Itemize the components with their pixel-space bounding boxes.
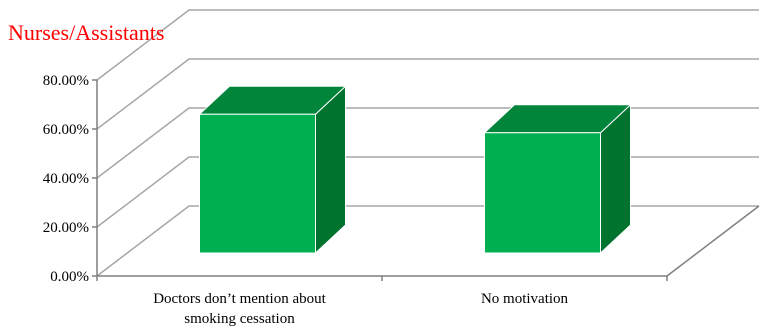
y-tick-label: 20.00% <box>43 220 89 236</box>
bar-front <box>484 132 601 254</box>
gridline-40 <box>96 107 759 179</box>
x-category-label-line: smoking cessation <box>184 311 295 327</box>
floor-right-edge <box>666 205 760 277</box>
gridline-0 <box>96 205 759 277</box>
bars <box>198 85 632 255</box>
gridline-60 <box>96 58 759 130</box>
axes <box>92 79 760 281</box>
x-category-label: Doctors don’t mention about smoking cessa… <box>153 291 326 327</box>
bar-front <box>199 113 316 254</box>
gridlines <box>96 9 759 277</box>
y-tick-label: 40.00% <box>43 171 89 187</box>
bar-0 <box>198 85 347 255</box>
y-tick-label: 60.00% <box>43 122 89 138</box>
y-tick-label: 80.00% <box>43 73 89 89</box>
x-category-label-line: Doctors don’t mention about <box>153 291 326 307</box>
chart-title: Nurses/Assistants <box>8 20 164 45</box>
x-axis-category-labels: Doctors don’t mention about smoking cessa… <box>153 291 568 327</box>
bar-1 <box>483 103 632 255</box>
bar-side <box>315 85 346 255</box>
y-tick-label: 0.00% <box>50 269 89 285</box>
x-category-label: No motivation <box>481 291 569 307</box>
gridline-80 <box>96 9 759 81</box>
x-category-label-line: No motivation <box>481 291 569 307</box>
y-axis-tick-labels: 0.00% 20.00% 40.00% 60.00% 80.00% <box>43 73 89 285</box>
gridline-20 <box>96 156 759 228</box>
